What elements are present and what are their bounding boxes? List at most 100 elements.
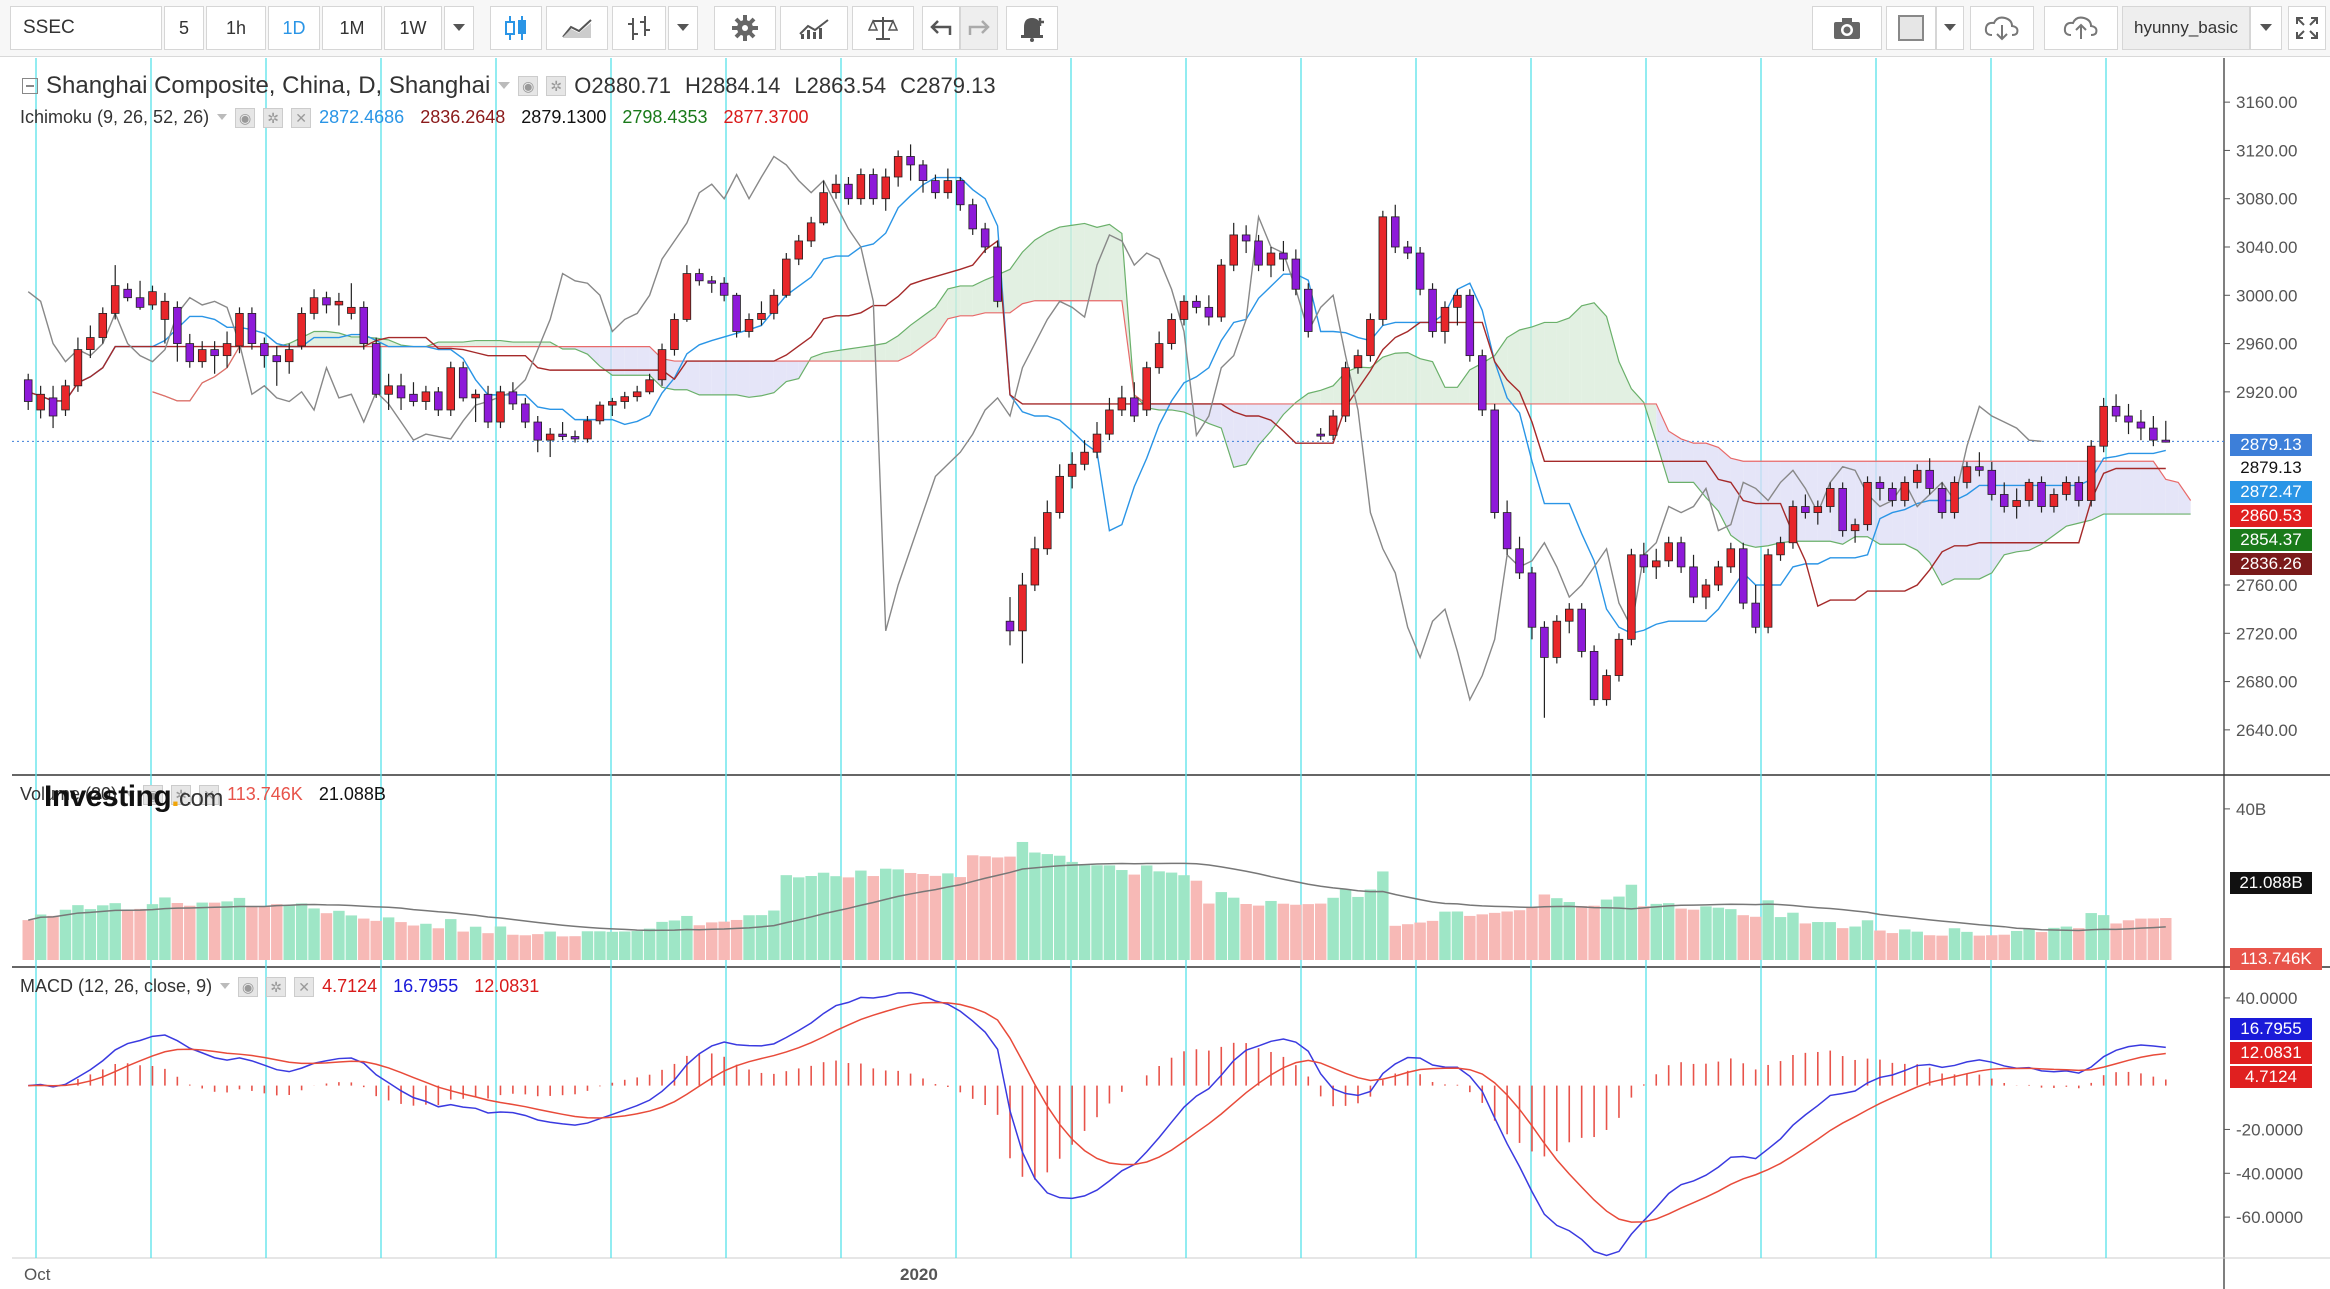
- visibility-icon[interactable]: ◉: [518, 76, 539, 96]
- candle-body: [1875, 481, 1885, 489]
- visibility-icon[interactable]: ◉: [238, 976, 259, 997]
- candle-body: [396, 385, 406, 399]
- macd-hist-value: 4.7124: [322, 976, 378, 996]
- fullscreen-button[interactable]: [2288, 6, 2326, 50]
- interval-dropdown-button[interactable]: [444, 6, 474, 50]
- user-dropdown-button[interactable]: [2250, 6, 2282, 50]
- volume-tag: 113.746K: [2230, 948, 2322, 970]
- redo-button[interactable]: [960, 6, 998, 50]
- volume-bar: [1936, 935, 1948, 960]
- ichimoku-cloud-segment: [2165, 479, 2179, 515]
- close-icon[interactable]: ✕: [291, 107, 312, 128]
- settings-icon[interactable]: ✲: [266, 976, 287, 997]
- ichimoku-cloud-segment: [2153, 461, 2166, 515]
- screenshot-button[interactable]: [1812, 6, 1882, 50]
- undo-button[interactable]: [922, 6, 960, 50]
- interval-1h-button[interactable]: 1h: [206, 6, 266, 50]
- chevron-down-icon[interactable]: [498, 82, 511, 90]
- settings-icon[interactable]: ✲: [546, 76, 567, 96]
- volume-bar: [606, 931, 619, 960]
- indicators-button[interactable]: [780, 6, 848, 50]
- chevron-down-icon[interactable]: [220, 983, 231, 990]
- candle-body: [1863, 481, 1872, 526]
- ichimoku-cloud-segment: [1308, 390, 1321, 404]
- interval-5-button[interactable]: 5: [164, 6, 204, 50]
- candlestick-icon: [505, 16, 526, 40]
- volume-bar: [382, 917, 395, 960]
- volume-bar: [395, 922, 407, 960]
- ichimoku-cloud-segment: [947, 285, 961, 319]
- candle-body: [1614, 638, 1624, 676]
- candle-body: [1602, 675, 1611, 701]
- symbol-search-input[interactable]: SSEC: [10, 6, 162, 50]
- volume-bar: [1613, 896, 1625, 960]
- candle-body: [2049, 494, 2059, 507]
- close-icon[interactable]: ✕: [294, 976, 315, 997]
- load-layout-button[interactable]: [1970, 6, 2034, 50]
- ichimoku-cloud-segment: [1382, 353, 1396, 404]
- chevron-down-icon[interactable]: [217, 114, 228, 121]
- volume-bar: [146, 904, 159, 960]
- volume-bar: [345, 915, 358, 960]
- ichimoku-cloud-segment: [1656, 403, 1669, 483]
- volume-bar: [320, 913, 333, 960]
- ichimoku-cloud-segment: [475, 340, 489, 347]
- volume-bar: [134, 908, 146, 960]
- settings-icon[interactable]: ✲: [171, 784, 192, 805]
- candle-body: [1403, 246, 1412, 254]
- collapse-icon[interactable]: [22, 78, 38, 94]
- color-picker-button[interactable]: [1886, 6, 1936, 50]
- line-style-button[interactable]: [546, 6, 608, 50]
- close-icon[interactable]: ✕: [199, 784, 220, 805]
- save-layout-button[interactable]: [2044, 6, 2118, 50]
- visibility-icon[interactable]: ◉: [235, 107, 256, 128]
- ichimoku-cloud-segment: [450, 342, 464, 347]
- style-dropdown-button[interactable]: [668, 6, 698, 50]
- volume-bar: [544, 931, 556, 960]
- volume-bar: [233, 897, 246, 960]
- volume-bar: [159, 897, 171, 960]
- volume-bar: [1227, 897, 1240, 960]
- candle-body: [309, 297, 319, 314]
- ichimoku-cloud-segment: [637, 346, 650, 376]
- cloud-download-icon: [1984, 16, 2019, 41]
- volume-bar: [532, 934, 544, 960]
- volume-bar: [656, 921, 668, 960]
- settings-icon[interactable]: ✲: [263, 107, 284, 128]
- interval-1d-button[interactable]: 1D: [268, 6, 320, 50]
- candles-style-button[interactable]: [490, 6, 542, 50]
- volume-bar: [507, 934, 519, 960]
- chart-area[interactable]: 3160.00 3120.00 3080.00 3040.00 3000.00 2960.…: [12, 58, 2330, 1289]
- ichimoku-cloud-segment: [1258, 403, 1271, 446]
- span-a-tag: 2854.37: [2230, 529, 2312, 551]
- bars-style-button[interactable]: [612, 6, 666, 50]
- candle-body: [73, 349, 83, 387]
- candle-body: [334, 300, 344, 306]
- volume-bar: [97, 905, 109, 960]
- user-menu-button[interactable]: hyunny_basic: [2122, 6, 2250, 50]
- volume-bar: [1861, 920, 1874, 960]
- time-tick-label: Oct: [24, 1265, 51, 1284]
- chevron-down-icon[interactable]: [125, 791, 136, 798]
- settings-button[interactable]: [714, 6, 776, 50]
- volume-bar: [1812, 922, 1824, 960]
- visibility-icon[interactable]: ◉: [143, 784, 164, 805]
- volume-bar: [780, 875, 793, 960]
- candle-body: [1428, 288, 1437, 332]
- compare-button[interactable]: [852, 6, 914, 50]
- volume-bar: [2097, 915, 2110, 960]
- candle-body: [2124, 415, 2133, 423]
- volume-ma-tag: 21.088B: [2230, 872, 2312, 894]
- ichimoku-kijun-line: [27, 239, 2166, 608]
- interval-1w-button[interactable]: 1W: [384, 6, 442, 50]
- redo-icon: [968, 20, 990, 35]
- volume-bar: [755, 915, 768, 960]
- candle-body: [918, 164, 928, 182]
- interval-1m-button[interactable]: 1M: [322, 6, 382, 50]
- volume-label: Volume (20): [20, 784, 118, 804]
- volume-bar: [1600, 899, 1613, 960]
- color-dropdown-button[interactable]: [1936, 6, 1964, 50]
- alert-button[interactable]: [1006, 6, 1058, 50]
- price-chart-canvas[interactable]: 3160.00 3120.00 3080.00 3040.00 3000.00 2960.…: [12, 58, 2330, 1289]
- volume-bar: [494, 926, 507, 960]
